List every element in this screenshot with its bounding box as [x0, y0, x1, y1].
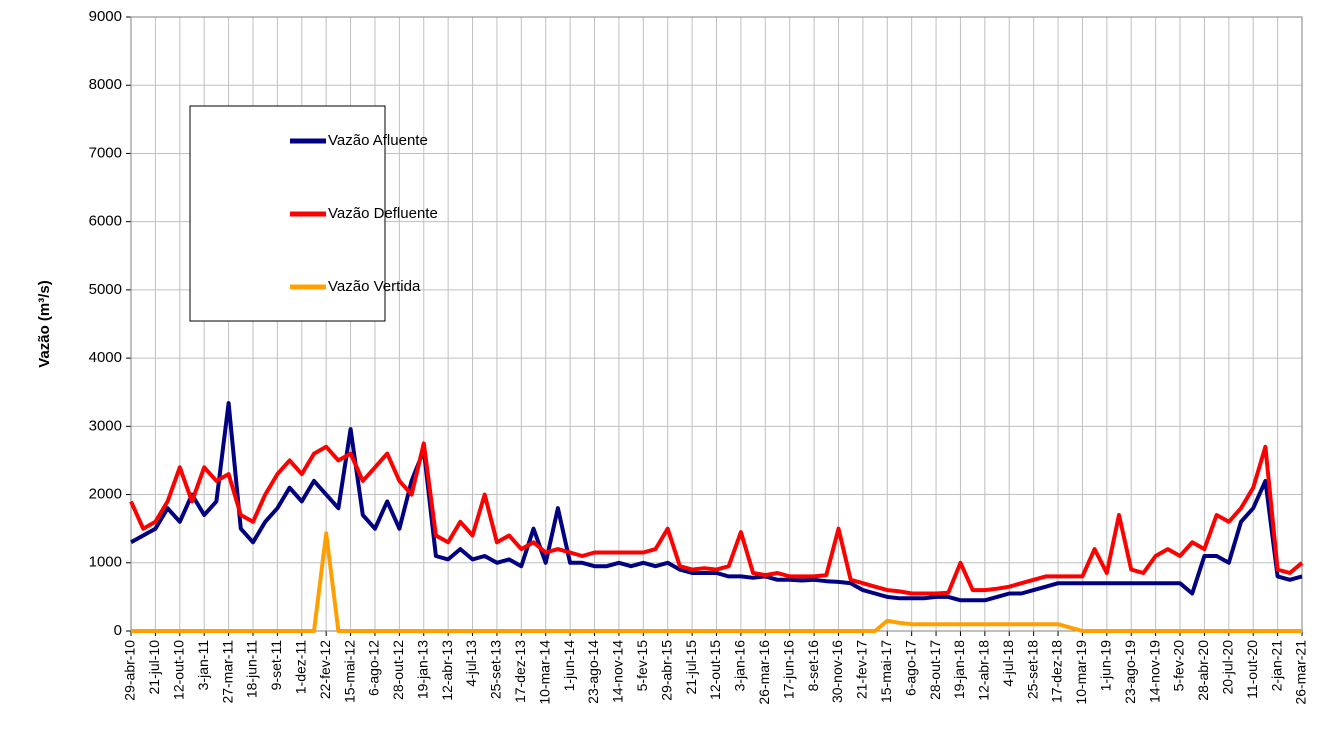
- legend-label: Vazão Afluente: [328, 132, 428, 149]
- x-tick-label: 21-fev-17: [854, 640, 870, 699]
- x-tick-label: 28-abr-20: [1195, 640, 1211, 701]
- series-line: [131, 531, 1302, 633]
- x-tick-label: 28-out-12: [390, 640, 406, 700]
- x-tick-label: 29-abr-15: [658, 640, 674, 701]
- x-tick-label: 28-out-17: [927, 640, 943, 700]
- x-tick-label: 30-nov-16: [829, 640, 845, 703]
- x-tick-label: 1-jun-14: [561, 640, 577, 692]
- x-tick-label: 17-dez-18: [1049, 640, 1065, 703]
- x-tick-label: 26-mar-21: [1293, 640, 1309, 705]
- y-tick-label: 0: [114, 622, 122, 639]
- series-line: [130, 401, 1303, 603]
- x-tick-label: 4-jul-18: [1000, 640, 1016, 687]
- y-axis-label: Vazão (m³/s): [36, 280, 53, 368]
- x-tick-label: 29-abr-10: [122, 640, 138, 701]
- x-tick-label: 10-mar-14: [536, 640, 552, 705]
- x-tick-label: 5-fev-15: [634, 640, 650, 692]
- x-tick-label: 12-out-10: [170, 640, 186, 700]
- x-tick-label: 1-jun-19: [1098, 640, 1114, 692]
- x-tick-label: 25-set-18: [1024, 640, 1040, 699]
- x-tick-label: 14-nov-19: [1146, 640, 1162, 703]
- legend-label: Vazão Vertida: [328, 278, 421, 295]
- x-tick-label: 26-mar-16: [756, 640, 772, 705]
- x-tick-label: 27-mar-11: [219, 640, 235, 704]
- x-tick-label: 1-dez-11: [292, 640, 308, 694]
- x-tick-label: 15-mai-17: [878, 640, 894, 703]
- x-tick-label: 2-jan-21: [1268, 640, 1284, 692]
- x-tick-label: 21-jul-10: [146, 640, 162, 695]
- y-tick-label: 8000: [89, 76, 122, 93]
- legend-label: Vazão Defluente: [328, 205, 438, 222]
- x-tick-label: 19-jan-13: [414, 640, 430, 699]
- x-tick-label: 23-ago-19: [1122, 640, 1138, 704]
- x-tick-label: 12-out-15: [707, 640, 723, 700]
- x-tick-label: 22-fev-12: [317, 640, 333, 699]
- series-line: [129, 441, 1304, 596]
- x-tick-label: 8-set-16: [805, 640, 821, 692]
- y-tick-label: 6000: [89, 213, 122, 230]
- x-tick-label: 4-jul-13: [463, 640, 479, 687]
- y-tick-label: 7000: [89, 144, 122, 161]
- x-tick-label: 11-out-20: [1244, 640, 1260, 699]
- x-tick-label: 12-abr-13: [439, 640, 455, 701]
- x-tick-label: 3-jan-16: [732, 640, 748, 692]
- x-tick-label: 10-mar-19: [1073, 640, 1089, 705]
- y-tick-label: 5000: [89, 281, 122, 298]
- x-tick-label: 18-jun-11: [244, 640, 260, 698]
- x-tick-label: 9-set-11: [268, 640, 284, 691]
- x-tick-label: 25-set-13: [488, 640, 504, 699]
- x-tick-label: 21-jul-15: [683, 640, 699, 695]
- x-tick-label: 20-jul-20: [1220, 640, 1236, 695]
- y-tick-label: 4000: [89, 349, 122, 366]
- legend-box: [189, 105, 386, 322]
- x-tick-label: 6-ago-17: [902, 640, 918, 696]
- x-tick-label: 17-jun-16: [780, 640, 796, 699]
- y-tick-label: 2000: [89, 486, 122, 503]
- y-tick-label: 1000: [89, 554, 122, 571]
- x-tick-label: 19-jan-18: [951, 640, 967, 699]
- x-tick-label: 17-dez-13: [512, 640, 528, 703]
- x-tick-label: 6-ago-12: [366, 640, 382, 696]
- x-tick-label: 5-fev-20: [1171, 640, 1187, 692]
- x-tick-label: 23-ago-14: [585, 640, 601, 704]
- y-tick-label: 3000: [89, 417, 122, 434]
- x-tick-label: 14-nov-14: [610, 640, 626, 703]
- x-tick-label: 12-abr-18: [976, 640, 992, 701]
- y-tick-label: 9000: [89, 8, 122, 25]
- x-tick-label: 3-jan-11: [195, 640, 211, 691]
- x-tick-label: 15-mai-12: [341, 640, 357, 703]
